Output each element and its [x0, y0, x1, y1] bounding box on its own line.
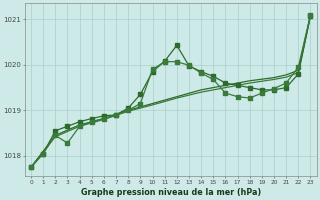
X-axis label: Graphe pression niveau de la mer (hPa): Graphe pression niveau de la mer (hPa) [81, 188, 261, 197]
